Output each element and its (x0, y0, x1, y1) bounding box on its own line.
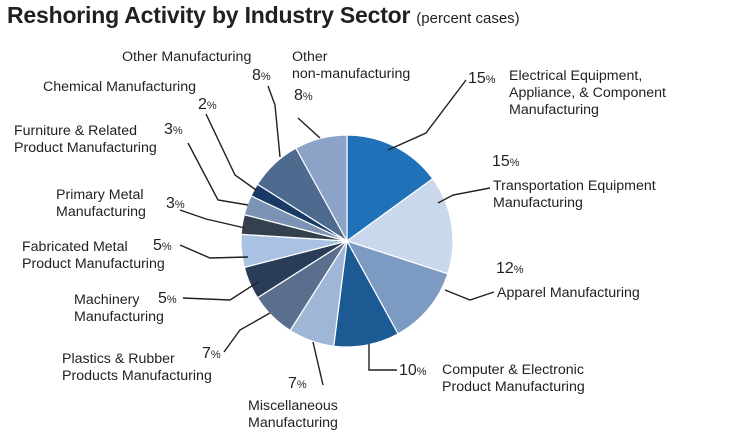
slice-label-line: Manufacturing (56, 204, 146, 220)
leader-line-4 (368, 344, 397, 371)
slice-label-3: Apparel Manufacturing (497, 285, 640, 302)
slice-label-line: Product Manufacturing (14, 140, 157, 156)
leader-line-3 (444, 289, 495, 301)
slice-label-9: Primary Metal Manufacturing (56, 187, 146, 221)
slice-percent-8: 5% (153, 237, 172, 254)
slice-label-line: Manufacturing (248, 415, 338, 431)
slice-label-line: Other (292, 49, 328, 65)
slice-label-7: Machinery Manufacturing (74, 292, 164, 326)
slice-label-5: Miscellaneous Manufacturing (248, 398, 338, 432)
slice-label-line: Plastics & Rubber (62, 351, 175, 367)
slice-percent-9: 3% (166, 195, 185, 212)
slice-label-line: Machinery (74, 292, 140, 308)
leader-line-13 (297, 117, 321, 139)
pie-slice-2 (345, 177, 454, 275)
leader-line-11 (205, 113, 257, 191)
leader-line-10 (187, 142, 249, 206)
leader-line-6 (223, 312, 271, 353)
slice-label-4: Computer & Electronic Product Manufacturi… (442, 362, 585, 396)
slice-label-line: Manufacturing (74, 309, 164, 325)
slice-percent-2: 15% (492, 153, 520, 170)
slice-label-line: Primary Metal (56, 187, 144, 203)
slice-percent-5: 7% (288, 375, 307, 392)
slice-percent-13: 8% (294, 87, 313, 104)
slice-label-line: Fabricated Metal (22, 239, 128, 255)
leader-line-12 (267, 85, 281, 158)
slice-percent-12: 8% (252, 67, 271, 84)
slice-label-line: Furniture & Related (14, 123, 138, 139)
leader-line-9 (179, 209, 246, 229)
slice-percent-6: 7% (202, 345, 221, 362)
slice-label-line: non-manufacturing (292, 66, 411, 82)
slice-percent-11: 2% (198, 96, 217, 113)
slice-label-2: Transportation Equipment Manufacturing (493, 178, 656, 212)
slice-label-line: Computer & Electronic (442, 362, 584, 378)
slice-label-line: Products Manufacturing (62, 368, 212, 384)
slice-percent-4: 10% (399, 362, 427, 379)
slice-percent-7: 5% (158, 290, 177, 307)
pie-slice-3 (345, 239, 449, 335)
slice-label-line: Appliance, & Component (509, 85, 666, 101)
slice-label-line: Apparel Manufacturing (497, 285, 640, 301)
slice-label-line: Chemical Manufacturing (43, 79, 196, 95)
slice-label-1: Electrical Equipment, Appliance, & Compon… (509, 68, 666, 119)
slice-label-line: Electrical Equipment, (509, 68, 643, 84)
slice-label-line: Other Manufacturing (122, 49, 252, 65)
chart-title-block: Reshoring Activity by Industry Sector (pe… (7, 2, 520, 29)
slice-label-line: Manufacturing (509, 102, 599, 118)
slice-percent-1: 15% (468, 70, 496, 87)
leader-line-7 (182, 281, 259, 301)
slice-label-12: Other Manufacturing (122, 49, 251, 66)
leader-line-2 (437, 187, 491, 204)
leader-line-8 (179, 244, 249, 259)
slice-label-line: Miscellaneous (248, 398, 338, 414)
slice-label-6: Plastics & Rubber Products Manufacturing (62, 351, 212, 385)
slice-percent-10: 3% (164, 121, 183, 138)
pie-slice-13 (295, 134, 348, 242)
slice-label-line: Product Manufacturing (442, 379, 585, 395)
leader-line-5 (312, 341, 324, 386)
chart-subtitle: (percent cases) (416, 10, 520, 27)
slice-label-line: Transportation Equipment (493, 178, 656, 194)
slice-percent-3: 12% (496, 260, 524, 277)
slice-label-11: Chemical Manufacturing (43, 79, 196, 96)
leader-line-1 (387, 79, 467, 151)
slice-label-13: Other non-manufacturing (292, 49, 410, 83)
slice-label-10: Furniture & Related Product Manufacturing (14, 123, 157, 157)
chart-title: Reshoring Activity by Industry Sector (7, 2, 411, 28)
slice-label-8: Fabricated Metal Product Manufacturing (22, 239, 165, 273)
slice-label-line: Manufacturing (493, 195, 583, 211)
slice-label-line: Product Manufacturing (22, 256, 165, 272)
